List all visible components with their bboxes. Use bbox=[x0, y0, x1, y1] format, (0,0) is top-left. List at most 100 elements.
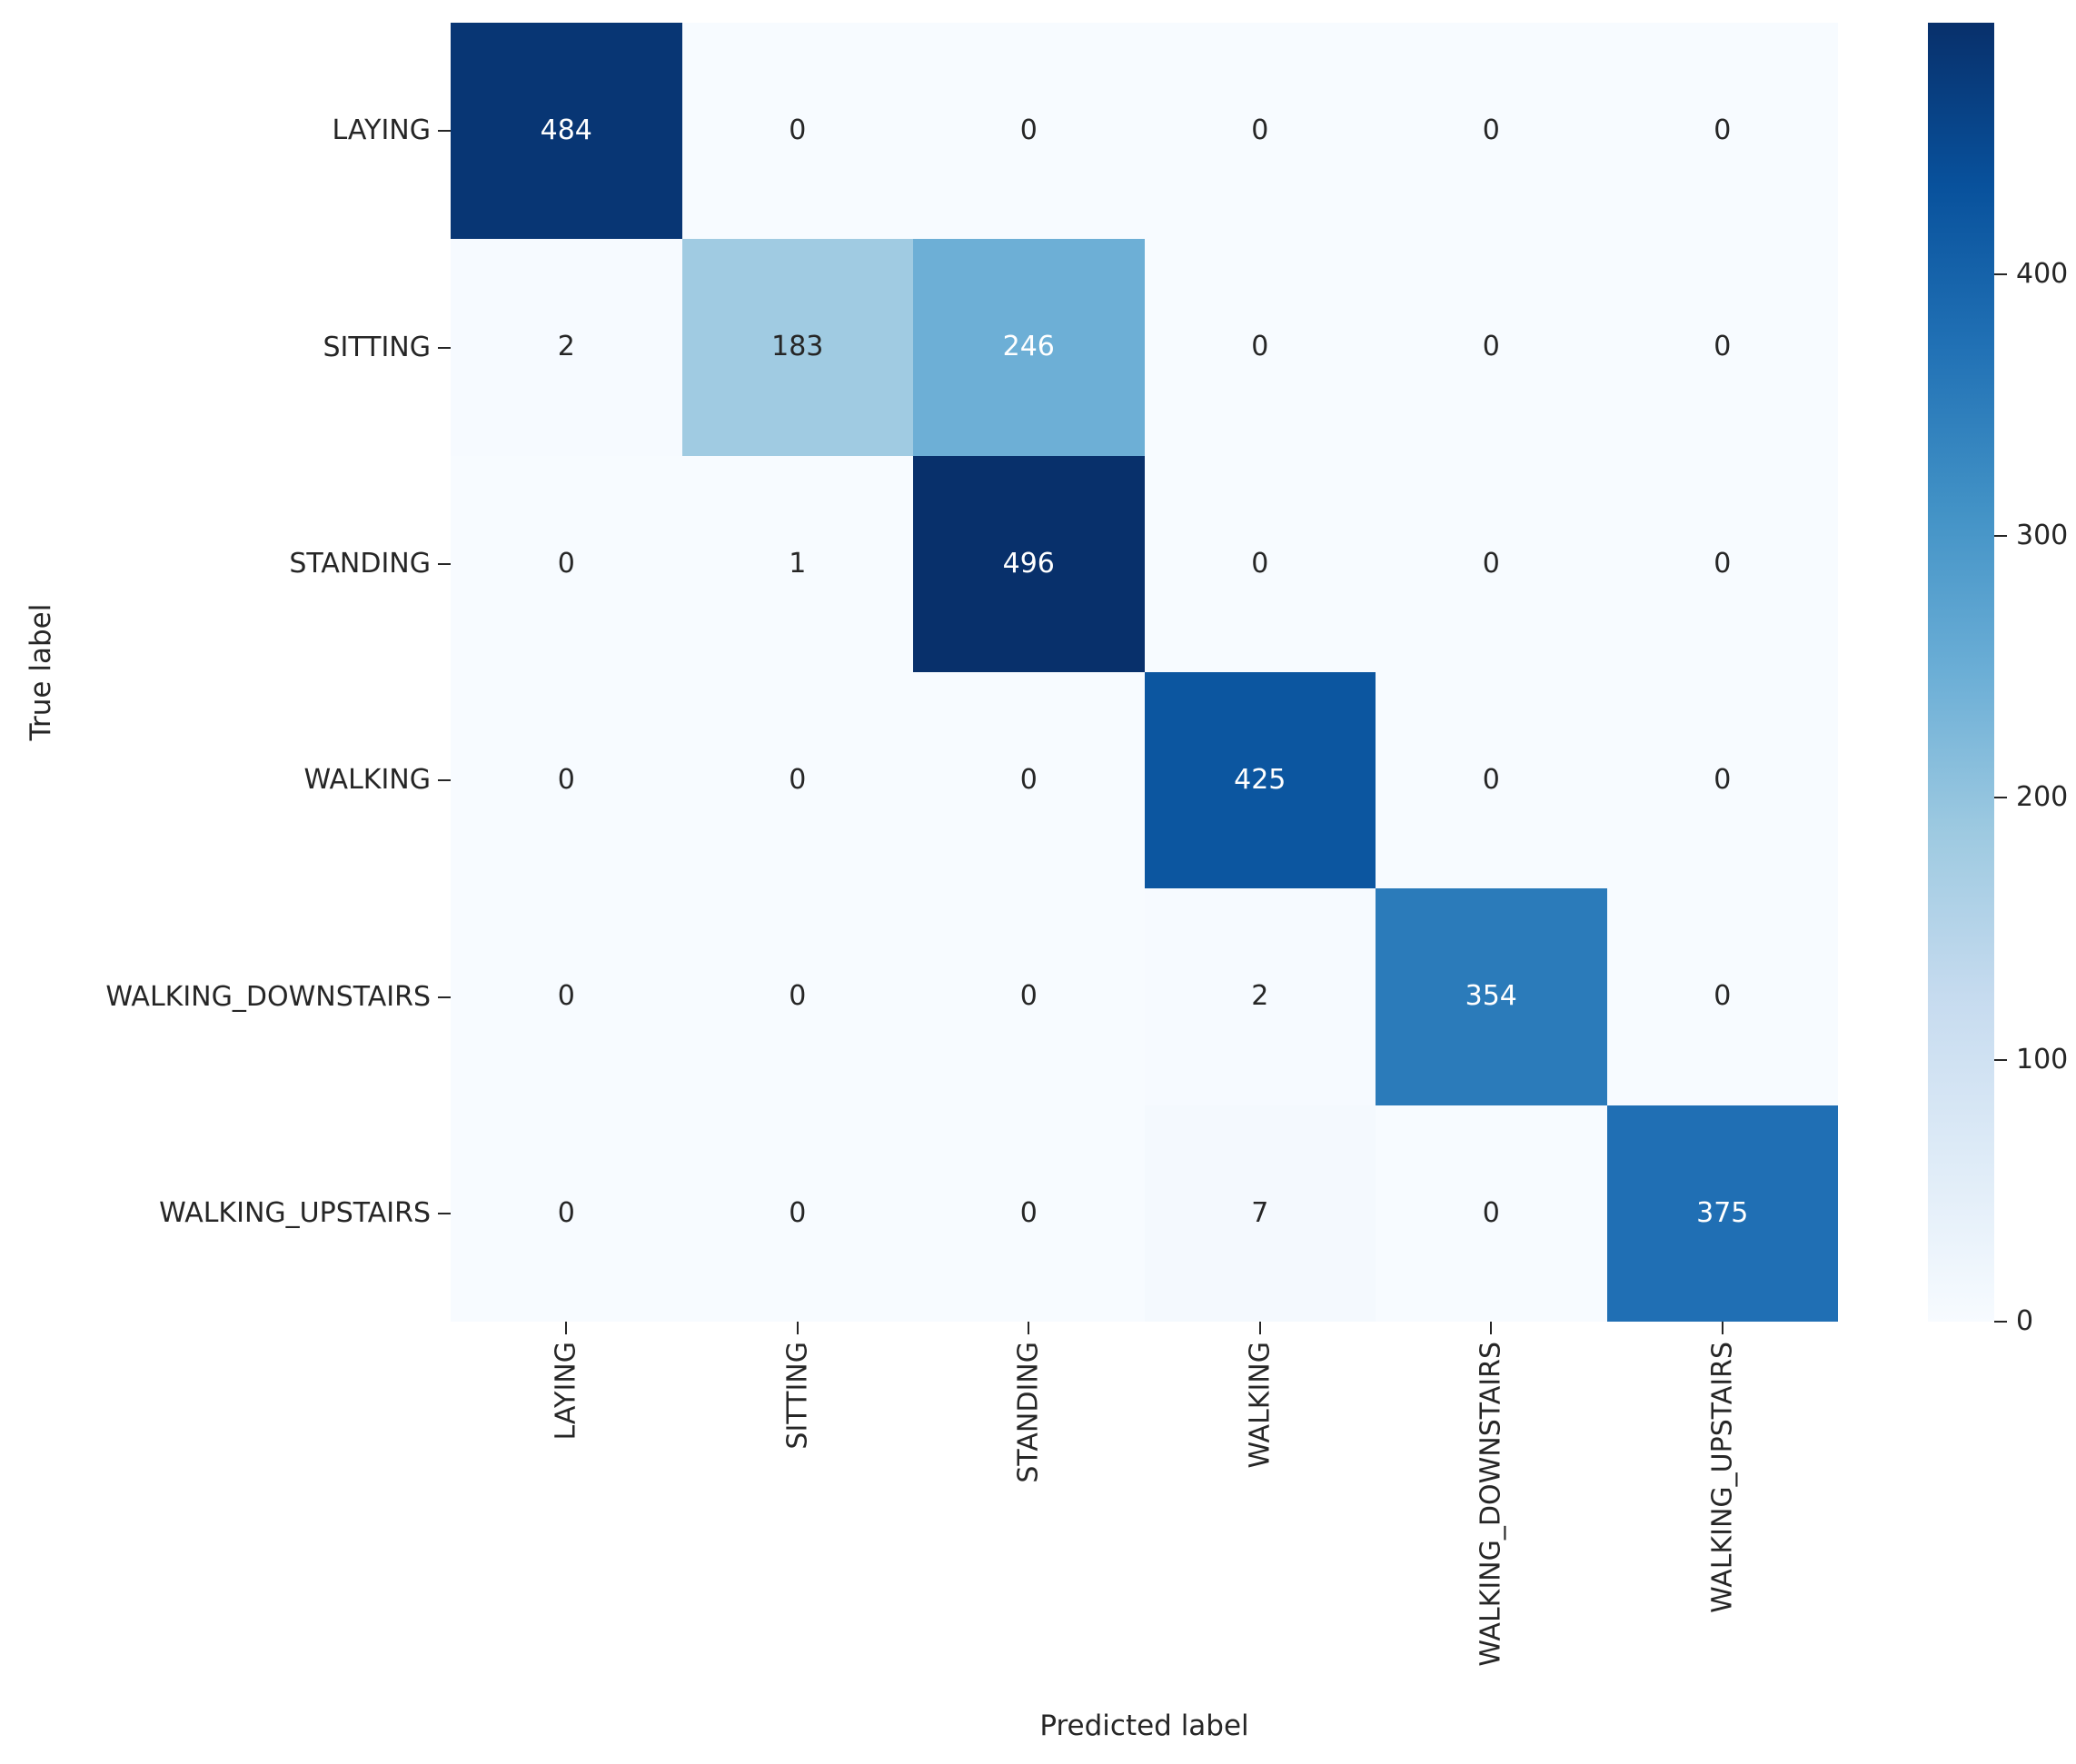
cell-value: 246 bbox=[1002, 331, 1055, 363]
y-tick-label: SITTING bbox=[323, 331, 431, 363]
heatmap-cell: 0 bbox=[913, 23, 1145, 240]
colorbar-tick-mark bbox=[1994, 535, 2007, 538]
x-tick-mark bbox=[565, 1322, 568, 1334]
heatmap-cell: 0 bbox=[913, 888, 1145, 1105]
y-tick-mark bbox=[438, 130, 451, 133]
cell-value: 0 bbox=[557, 980, 575, 1013]
heatmap-cell: 0 bbox=[681, 671, 913, 889]
heatmap-cell: 0 bbox=[681, 1105, 913, 1322]
cell-value: 0 bbox=[557, 547, 575, 580]
y-tick-mark bbox=[438, 346, 451, 349]
x-tick-mark bbox=[1721, 1322, 1723, 1334]
cell-value: 0 bbox=[1482, 547, 1500, 580]
heatmap-cell: 2 bbox=[1144, 888, 1376, 1105]
colorbar-tick-label: 400 bbox=[2016, 257, 2069, 290]
y-axis-title: True label bbox=[25, 603, 57, 741]
x-tick-mark bbox=[1258, 1322, 1261, 1334]
cell-value: 0 bbox=[1713, 547, 1732, 580]
heatmap-cell: 2 bbox=[451, 239, 682, 456]
heatmap-cell: 496 bbox=[913, 455, 1145, 672]
x-tick-mark bbox=[1028, 1322, 1030, 1334]
x-tick-label: SITTING bbox=[781, 1342, 814, 1450]
x-tick-label: WALKING_UPSTAIRS bbox=[1706, 1342, 1739, 1613]
cell-value: 0 bbox=[1251, 114, 1269, 147]
x-tick-mark bbox=[796, 1322, 799, 1334]
heatmap-cell: 0 bbox=[1606, 239, 1838, 456]
y-tick-mark bbox=[438, 996, 451, 998]
heatmap-cell: 0 bbox=[1606, 671, 1838, 889]
heatmap-cell: 0 bbox=[1606, 455, 1838, 672]
cell-value: 0 bbox=[557, 764, 575, 797]
y-tick-label: LAYING bbox=[332, 114, 431, 147]
y-tick-label: STANDING bbox=[289, 547, 431, 580]
heatmap-cell: 0 bbox=[1144, 239, 1376, 456]
x-tick-label: WALKING_DOWNSTAIRS bbox=[1475, 1342, 1507, 1667]
heatmap-cell: 0 bbox=[1376, 1105, 1607, 1322]
colorbar-tick-label: 200 bbox=[2016, 781, 2069, 814]
heatmap-cell: 0 bbox=[681, 888, 913, 1105]
heatmap-cell: 0 bbox=[1606, 888, 1838, 1105]
heatmap-cell: 0 bbox=[1144, 455, 1376, 672]
x-tick-label: WALKING bbox=[1244, 1342, 1276, 1469]
heatmap-cell: 0 bbox=[1144, 23, 1376, 240]
x-axis-title: Predicted label bbox=[1039, 1709, 1249, 1742]
heatmap-cell: 0 bbox=[451, 671, 682, 889]
cell-value: 0 bbox=[1713, 114, 1732, 147]
heatmap-cell: 0 bbox=[451, 1105, 682, 1322]
colorbar-tick-label: 0 bbox=[2016, 1305, 2034, 1337]
colorbar-tick-label: 300 bbox=[2016, 520, 2069, 552]
heatmap-cell: 0 bbox=[1376, 671, 1607, 889]
cell-value: 1 bbox=[789, 547, 807, 580]
y-tick-mark bbox=[438, 562, 451, 565]
heatmap-cell: 0 bbox=[913, 1105, 1145, 1322]
heatmap-cell: 375 bbox=[1606, 1105, 1838, 1322]
cell-value: 2 bbox=[1251, 980, 1269, 1013]
cell-value: 0 bbox=[1019, 1196, 1038, 1229]
cell-value: 0 bbox=[789, 764, 807, 797]
cell-value: 375 bbox=[1696, 1196, 1749, 1229]
heatmap-cell: 0 bbox=[451, 888, 682, 1105]
heatmap-cell: 0 bbox=[681, 23, 913, 240]
y-tick-mark bbox=[438, 779, 451, 782]
heatmap-cell: 1 bbox=[681, 455, 913, 672]
heatmap-grid: 484 0 0 0 0 0 2 183 246 0 0 0 0 1 496 0 0 0 0 0 0 425 0 0 0 0 0 2 35… bbox=[451, 23, 1838, 1322]
cell-value: 0 bbox=[1713, 980, 1732, 1013]
x-tick-mark bbox=[1490, 1322, 1493, 1334]
colorbar-tick-mark bbox=[1994, 1321, 2007, 1323]
cell-value: 0 bbox=[1482, 764, 1500, 797]
y-tick-label: WALKING_DOWNSTAIRS bbox=[105, 980, 431, 1013]
cell-value: 496 bbox=[1002, 547, 1055, 580]
heatmap-cell: 0 bbox=[1376, 23, 1607, 240]
cell-value: 0 bbox=[1482, 1196, 1500, 1229]
cell-value: 0 bbox=[1251, 331, 1269, 363]
cell-value: 7 bbox=[1251, 1196, 1269, 1229]
cell-value: 0 bbox=[789, 114, 807, 147]
y-tick-mark bbox=[438, 1212, 451, 1214]
x-tick-label: STANDING bbox=[1012, 1342, 1045, 1483]
cell-value: 0 bbox=[1251, 547, 1269, 580]
cell-value: 183 bbox=[771, 331, 824, 363]
cell-value: 0 bbox=[1019, 764, 1038, 797]
heatmap-cell: 0 bbox=[451, 455, 682, 672]
heatmap-cell: 0 bbox=[1376, 455, 1607, 672]
colorbar-tick-mark bbox=[1994, 797, 2007, 799]
cell-value: 484 bbox=[540, 114, 592, 147]
cell-value: 0 bbox=[1713, 331, 1732, 363]
cell-value: 0 bbox=[1482, 114, 1500, 147]
heatmap-cell: 0 bbox=[1606, 23, 1838, 240]
colorbar-gradient bbox=[1928, 23, 1994, 1322]
heatmap-cell: 484 bbox=[451, 23, 682, 240]
y-tick-label: WALKING_UPSTAIRS bbox=[159, 1196, 431, 1229]
colorbar-tick-label: 100 bbox=[2016, 1043, 2069, 1075]
cell-value: 0 bbox=[1713, 764, 1732, 797]
cell-value: 0 bbox=[557, 1196, 575, 1229]
heatmap-cell: 246 bbox=[913, 239, 1145, 456]
x-tick-label: LAYING bbox=[550, 1342, 582, 1441]
heatmap-cell: 354 bbox=[1376, 888, 1607, 1105]
y-tick-label: WALKING bbox=[303, 764, 431, 797]
cell-value: 0 bbox=[1019, 980, 1038, 1013]
cell-value: 425 bbox=[1234, 764, 1286, 797]
cell-value: 0 bbox=[1019, 114, 1038, 147]
heatmap-cell: 0 bbox=[913, 671, 1145, 889]
